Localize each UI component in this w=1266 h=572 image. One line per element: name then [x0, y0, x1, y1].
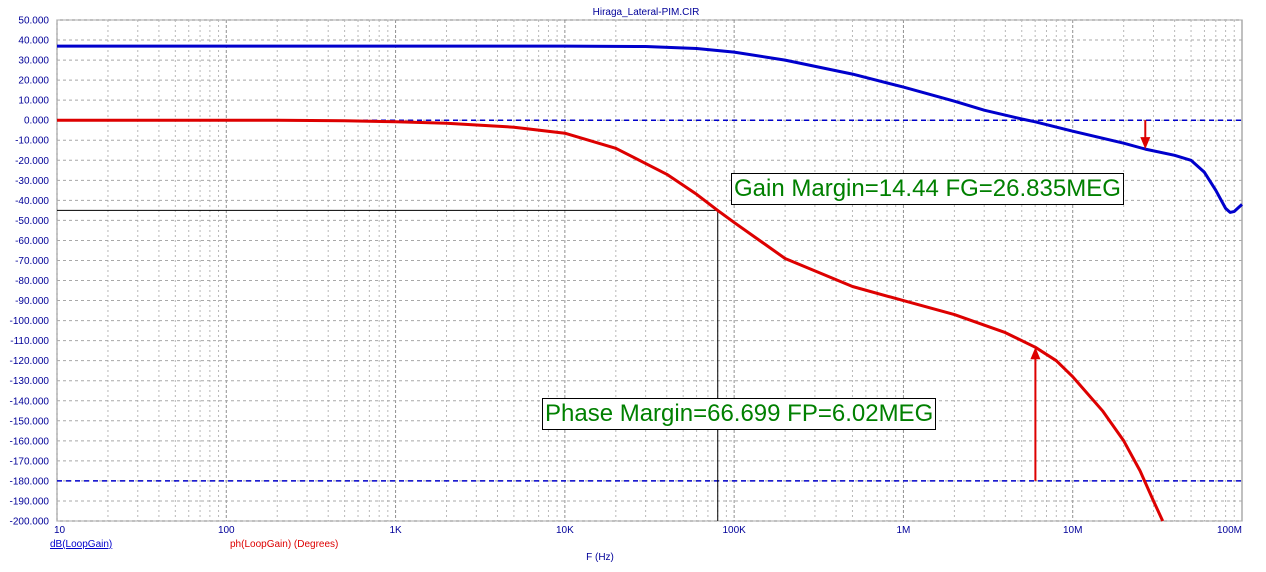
y-tick-label: 40.000	[18, 36, 49, 47]
y-tick-label: -160.000	[10, 436, 50, 447]
y-tick-label: -180.000	[10, 476, 50, 487]
x-tick-label: 100	[218, 525, 235, 536]
y-tick-label: -190.000	[10, 496, 50, 507]
legend-gain: dB(LoopGain)	[50, 539, 113, 550]
x-tick-label: 100K	[722, 525, 746, 536]
y-tick-label: -40.000	[15, 196, 49, 207]
phase-series-line	[57, 118, 1165, 522]
y-tick-label: -110.000	[10, 336, 49, 347]
y-tick-label: -60.000	[15, 236, 49, 247]
y-tick-label: -130.000	[10, 376, 50, 387]
y-tick-label: 50.000	[18, 16, 49, 27]
gain-margin-annotation: Gain Margin=14.44 FG=26.835MEG	[731, 173, 1124, 205]
y-tick-label: 20.000	[18, 76, 49, 87]
x-tick-label: 10	[54, 525, 66, 536]
y-tick-label: -170.000	[10, 456, 50, 467]
phase-margin-arrow-head	[1030, 347, 1041, 360]
x-tick-label: 10M	[1063, 525, 1082, 536]
y-axis-tick-labels: 50.000 40.000 30.000 20.000 10.000 0.000 -10.0…	[10, 16, 50, 528]
y-tick-label: 30.000	[18, 56, 49, 67]
y-tick-label: -30.000	[15, 176, 49, 187]
y-tick-label: 10.000	[18, 96, 49, 107]
y-tick-label: -200.000	[10, 517, 50, 528]
y-tick-label: 0.000	[24, 116, 49, 127]
gain-margin-arrow-head	[1140, 137, 1151, 150]
y-tick-label: -140.000	[10, 396, 50, 407]
chart-title: Hiraga_Lateral-PIM.CIR	[593, 7, 700, 18]
margin-arrows	[1030, 120, 1151, 481]
grid	[56, 19, 1243, 522]
plot-frame	[56, 19, 1243, 522]
y-tick-label: -80.000	[15, 276, 49, 287]
x-axis-tick-labels: 10 100 1K 10K 100K 1M 10M 100M	[54, 525, 1242, 536]
phase-crossing-marker	[57, 209, 719, 521]
y-tick-label: -150.000	[10, 416, 50, 427]
series-lines	[57, 44, 1244, 522]
y-tick-label: -90.000	[15, 296, 49, 307]
x-axis-label: F (Hz)	[586, 552, 614, 563]
x-tick-label: 10K	[556, 525, 574, 536]
x-tick-label: 100M	[1217, 525, 1242, 536]
x-tick-label: 1M	[896, 525, 910, 536]
y-tick-label: -20.000	[15, 156, 49, 167]
gain-series-line	[57, 44, 1244, 214]
phase-margin-annotation: Phase Margin=66.699 FP=6.02MEG	[542, 398, 937, 430]
y-tick-label: -10.000	[15, 136, 49, 147]
y-tick-label: -70.000	[15, 256, 49, 267]
y-tick-label: -120.000	[10, 356, 50, 367]
y-tick-label: -50.000	[15, 216, 49, 227]
x-tick-label: 1K	[389, 525, 402, 536]
y-tick-label: -100.000	[10, 316, 50, 327]
legend-phase: ph(LoopGain) (Degrees)	[230, 539, 339, 550]
